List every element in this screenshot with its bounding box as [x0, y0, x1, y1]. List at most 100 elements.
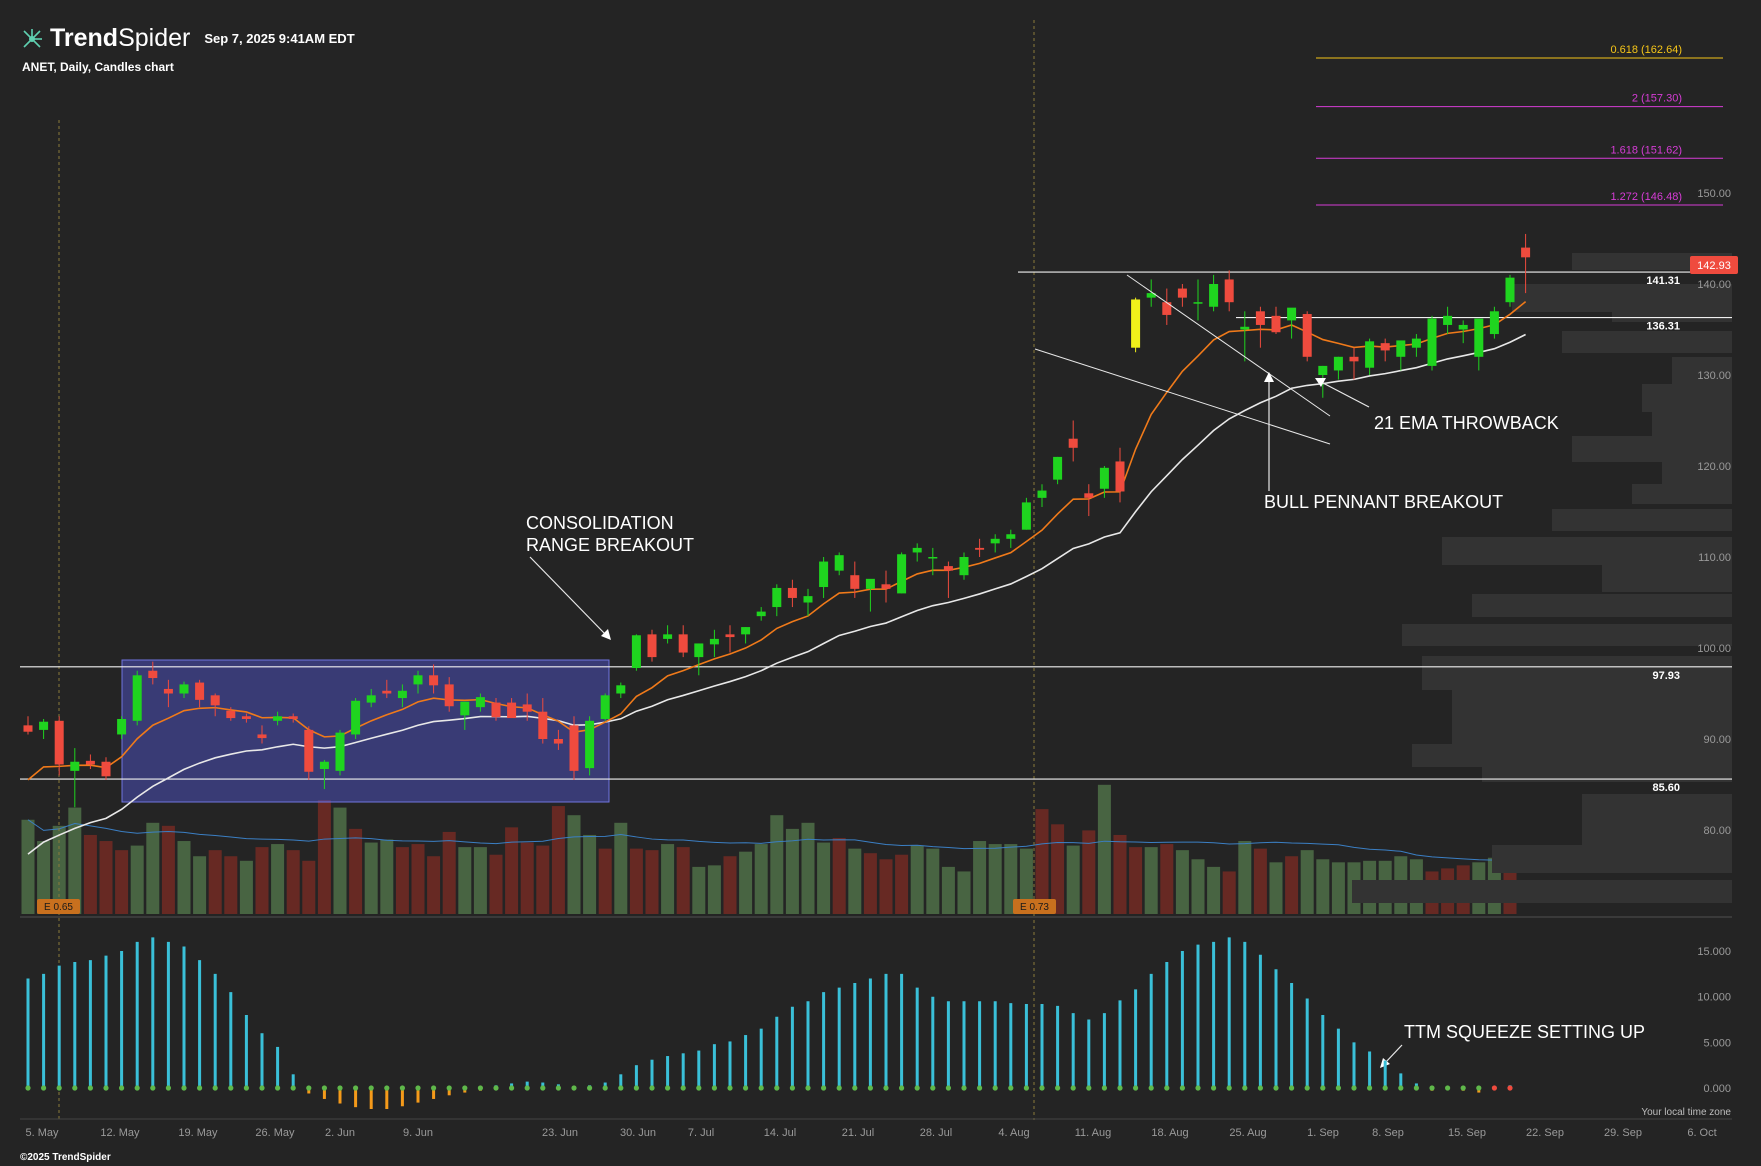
squeeze-dot: [243, 1085, 249, 1091]
volume-profile-bar: [1402, 624, 1732, 646]
chart-subtitle: ANET, Daily, Candles chart: [22, 60, 174, 74]
timezone-label[interactable]: Your local time zone: [1641, 1107, 1731, 1118]
squeeze-dot: [649, 1085, 655, 1091]
candle-body: [1115, 461, 1125, 492]
squeeze-dot: [103, 1085, 109, 1091]
candle-body: [335, 732, 345, 771]
volume-bar: [224, 856, 238, 914]
volume-bar: [817, 842, 831, 914]
earnings-marker-1[interactable]: E 0.65: [37, 899, 80, 914]
squeeze-dot: [1304, 1085, 1310, 1091]
header: TrendSpider Sep 7, 2025 9:41AM EDT: [20, 24, 355, 53]
squeeze-dot: [805, 1085, 811, 1091]
squeeze-dot: [1226, 1085, 1232, 1091]
squeeze-tick-label: 10.000: [1697, 992, 1731, 1004]
candle-body: [179, 684, 189, 694]
volume-profile-bar: [1642, 384, 1732, 412]
squeeze-dot: [821, 1085, 827, 1091]
candle-body: [943, 566, 953, 571]
date-tick-label: 4. Aug: [998, 1127, 1029, 1139]
date-tick-label: 30. Jun: [620, 1127, 656, 1139]
squeeze-dot: [1367, 1085, 1373, 1091]
candle-body: [429, 675, 439, 686]
candle-body: [647, 634, 657, 658]
squeeze-dot: [212, 1085, 218, 1091]
volume-bar: [785, 828, 799, 914]
squeeze-dot: [1179, 1085, 1185, 1091]
price-axis: 150.00 140.00 130.00 120.00 110.00 100.00 90.0…: [1697, 188, 1731, 1095]
level-label: 97.93: [1652, 670, 1680, 682]
volume-bar: [661, 844, 675, 914]
candle-body: [1177, 288, 1187, 298]
squeeze-dot: [1070, 1085, 1076, 1091]
squeeze-dot: [930, 1085, 936, 1091]
consolidation-label-line2: RANGE BREAKOUT: [526, 535, 694, 555]
squeeze-dot: [914, 1085, 920, 1091]
candle-body: [23, 725, 33, 732]
volume-bar: [208, 850, 222, 914]
fib-label: 0.618 (162.64): [1610, 44, 1682, 56]
candle-body: [70, 761, 80, 771]
volume-bar: [302, 860, 316, 914]
candle-body: [85, 760, 95, 765]
candle-body: [1287, 307, 1297, 321]
squeeze-dot: [540, 1085, 546, 1091]
candle-body: [304, 729, 314, 772]
date-tick-label: 6. Oct: [1687, 1127, 1716, 1139]
date-tick-label: 5. May: [25, 1127, 59, 1139]
bull-pennant-lines[interactable]: [1034, 274, 1331, 445]
date-axis[interactable]: 5. May 12. May 19. May 26. May 2. Jun 9. Jun 2…: [20, 1118, 1732, 1139]
date-tick-label: 9. Jun: [403, 1127, 433, 1139]
date-tick-label: 15. Sep: [1448, 1127, 1486, 1139]
squeeze-dot: [899, 1085, 905, 1091]
squeeze-dot: [415, 1085, 421, 1091]
volume-bar: [832, 838, 846, 914]
date-tick-label: 1. Sep: [1307, 1127, 1339, 1139]
candle-body: [475, 697, 485, 708]
candle-body: [912, 547, 922, 553]
volume-bar: [614, 822, 628, 914]
ema-21-line: [27, 333, 1526, 855]
squeeze-dot: [1023, 1085, 1029, 1091]
volume-bar: [941, 866, 955, 914]
volume-bars: [21, 784, 1517, 914]
squeeze-dot: [961, 1085, 967, 1091]
ttm-squeeze-label: TTM SQUEEZE SETTING UP: [1404, 1022, 1645, 1042]
candle-body: [1162, 302, 1172, 315]
volume-profile-bar: [1552, 509, 1732, 531]
volume-bar: [957, 871, 971, 914]
date-tick-label: 21. Jul: [842, 1127, 874, 1139]
squeeze-tick-label: 0.000: [1703, 1083, 1731, 1095]
squeeze-dot: [633, 1085, 640, 1091]
candle-body: [39, 721, 49, 730]
volume-bar: [239, 860, 253, 914]
squeeze-dot: [727, 1085, 733, 1091]
ema-throwback-label: 21 EMA THROWBACK: [1374, 413, 1559, 433]
squeeze-dot: [275, 1085, 281, 1091]
earnings-marker-2[interactable]: E 0.73: [1013, 899, 1056, 914]
candle-body: [834, 555, 844, 571]
volume-bar: [411, 844, 425, 914]
squeeze-dot: [446, 1085, 452, 1091]
horizontal-levels[interactable]: 141.31 136.31 97.93 85.60: [20, 271, 1732, 794]
volume-bar: [848, 848, 862, 914]
price-tick-label: 100.00: [1697, 643, 1731, 655]
volume-profile-bar: [1562, 331, 1732, 353]
volume-bar: [1035, 809, 1049, 914]
consolidation-label-line1: CONSOLIDATION: [526, 513, 674, 533]
date-tick-label: 26. May: [255, 1127, 295, 1139]
candle-body: [1209, 284, 1219, 307]
volume-bar: [130, 845, 144, 914]
squeeze-dot: [228, 1085, 234, 1091]
squeeze-dot: [774, 1085, 780, 1091]
brand-name: TrendSpider: [50, 24, 191, 52]
candle-body: [522, 704, 532, 712]
squeeze-dot: [602, 1085, 608, 1091]
candle-body: [553, 739, 563, 744]
squeeze-dot: [1039, 1085, 1045, 1091]
squeeze-dot: [1195, 1085, 1201, 1091]
volume-bar: [645, 850, 659, 914]
candle-body: [210, 695, 220, 706]
fib-extension-levels[interactable]: 0.618 (162.64) 2 (157.30) 1.618 (151.62) 1.…: [1316, 44, 1723, 206]
